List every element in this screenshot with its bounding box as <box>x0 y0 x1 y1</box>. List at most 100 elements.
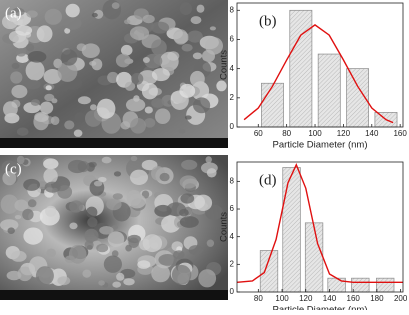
grain <box>68 244 87 264</box>
x-tick-label: 140 <box>323 294 337 303</box>
grain <box>101 156 112 164</box>
grain <box>87 217 98 228</box>
grain <box>44 93 55 102</box>
grain <box>98 280 105 286</box>
grain <box>103 255 122 273</box>
grain <box>43 69 62 84</box>
grain <box>144 118 156 128</box>
grain <box>151 39 167 56</box>
grain <box>15 25 33 36</box>
grain <box>84 240 94 250</box>
grain <box>84 228 99 244</box>
grain <box>57 276 71 286</box>
grain <box>34 112 49 122</box>
y-tick-label: 8 <box>230 5 235 14</box>
grain <box>141 83 158 100</box>
fit-curve <box>236 163 403 283</box>
grain <box>14 215 22 220</box>
grain <box>112 281 121 288</box>
grain <box>206 239 215 247</box>
grain <box>0 219 19 231</box>
grain <box>2 101 18 117</box>
bar <box>289 9 313 128</box>
grain <box>173 29 188 45</box>
grain <box>106 198 122 211</box>
grain <box>26 10 38 18</box>
grain <box>151 21 170 34</box>
grain <box>137 260 151 269</box>
panel-label: (a) <box>5 5 22 21</box>
grain <box>23 227 43 245</box>
grain <box>26 43 35 52</box>
grain <box>188 245 203 256</box>
grain <box>22 208 34 221</box>
grain <box>57 61 78 82</box>
bar <box>261 82 284 128</box>
y-tick-label: 6 <box>230 204 235 213</box>
grain <box>82 269 92 278</box>
y-axis-title: Counts <box>219 50 230 80</box>
grain <box>15 48 27 57</box>
y-tick-label: 0 <box>230 122 235 131</box>
grain <box>123 278 135 286</box>
grain <box>151 264 171 283</box>
grain <box>44 8 62 25</box>
grain <box>27 51 47 63</box>
grain <box>24 79 41 90</box>
grain <box>179 2 192 15</box>
grain <box>181 159 198 170</box>
grain <box>159 51 179 72</box>
fit-curve <box>243 24 394 124</box>
grain <box>116 272 125 281</box>
grain <box>99 226 114 235</box>
grain <box>142 57 150 63</box>
panel-label: (d) <box>259 172 277 188</box>
y-axis-title: Counts <box>219 212 230 242</box>
grain <box>16 127 29 136</box>
grain <box>16 155 25 165</box>
x-tick-label: 100 <box>308 129 322 138</box>
grain <box>115 53 131 68</box>
x-axis-title: Particle Diameter (nm) <box>272 140 367 151</box>
grain <box>144 106 153 114</box>
grain <box>43 158 59 170</box>
grain <box>11 7 25 17</box>
grain <box>45 85 52 91</box>
grain <box>10 71 23 84</box>
grain <box>91 12 98 18</box>
bar <box>259 250 279 293</box>
y-tick-label: 8 <box>230 176 235 185</box>
grain <box>198 269 217 288</box>
grain <box>141 159 158 171</box>
grain <box>216 80 227 92</box>
grain <box>107 231 125 248</box>
grain <box>131 72 144 85</box>
grain <box>187 30 203 43</box>
y-tick-label: 4 <box>230 232 235 241</box>
y-tick-label: 4 <box>230 64 235 73</box>
grain <box>30 99 40 106</box>
grain <box>173 250 185 260</box>
x-tick-label: 200 <box>394 294 408 303</box>
grain <box>36 25 53 43</box>
grain <box>11 84 28 99</box>
grain <box>111 2 120 9</box>
grain <box>181 43 193 52</box>
grain <box>91 58 103 71</box>
grain <box>171 264 192 285</box>
grain <box>124 19 131 25</box>
x-tick-label: 100 <box>275 294 289 303</box>
x-tick-label: 120 <box>299 294 313 303</box>
grain <box>57 185 73 199</box>
grain <box>196 4 205 13</box>
grain <box>0 194 19 214</box>
grain <box>129 26 150 40</box>
grain <box>159 172 170 182</box>
y-tick-label: 0 <box>230 287 235 296</box>
x-tick-label: 160 <box>393 129 407 138</box>
grain <box>190 70 205 87</box>
grain <box>107 71 119 84</box>
grain <box>125 98 146 112</box>
bar <box>317 53 341 128</box>
grain <box>193 97 211 114</box>
